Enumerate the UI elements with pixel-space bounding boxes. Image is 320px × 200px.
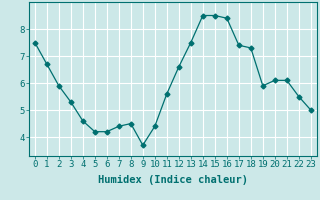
X-axis label: Humidex (Indice chaleur): Humidex (Indice chaleur) [98, 175, 248, 185]
